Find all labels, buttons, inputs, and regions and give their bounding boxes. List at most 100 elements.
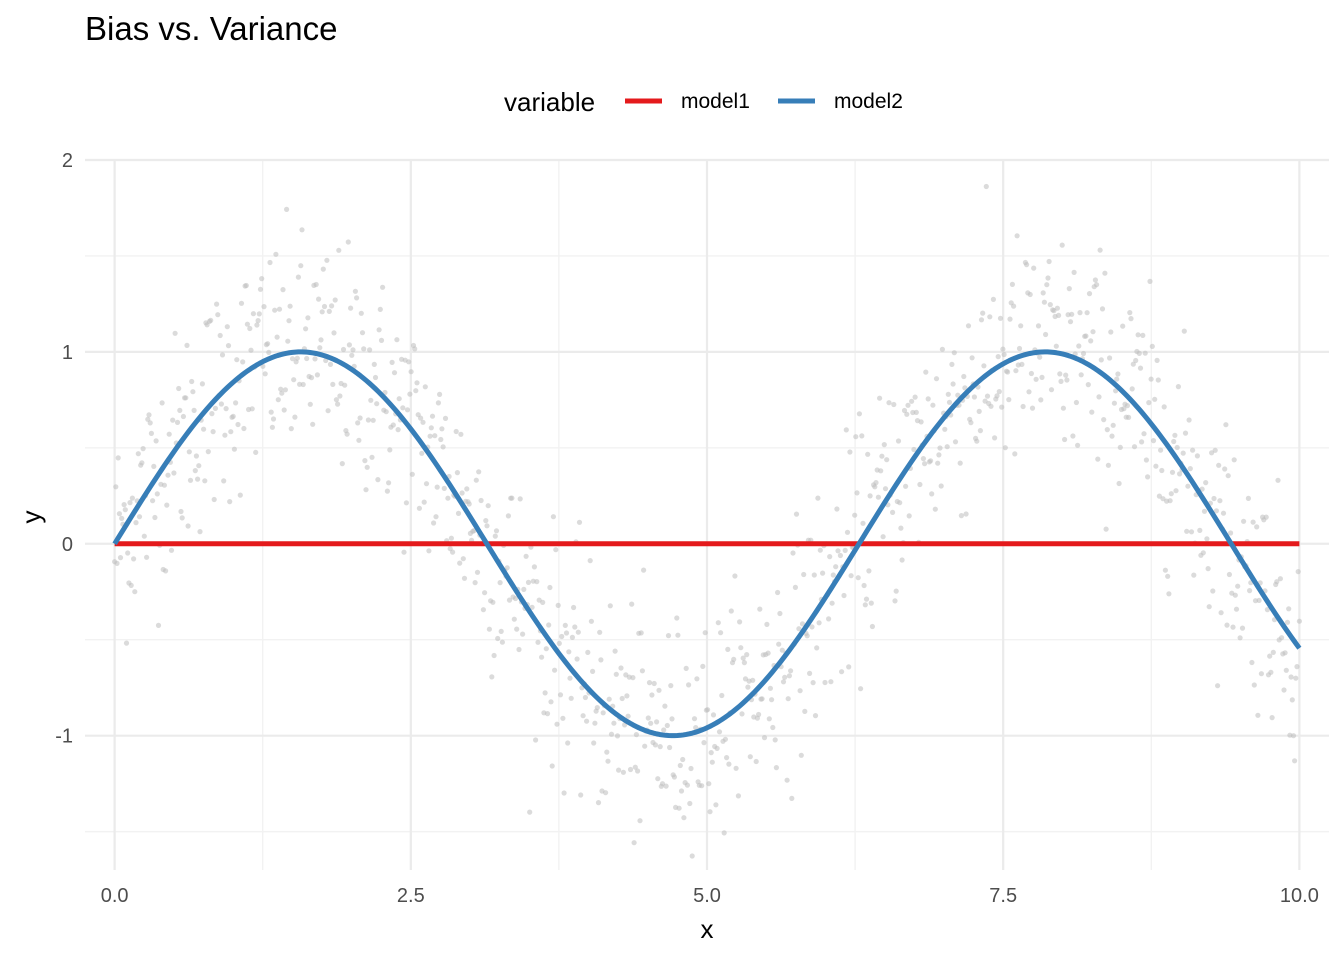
scatter-point <box>1083 333 1089 339</box>
scatter-point <box>429 413 436 419</box>
scatter-point <box>1054 305 1060 311</box>
scatter-point <box>1133 357 1139 364</box>
scatter-point <box>1201 508 1208 514</box>
scatter-point <box>1294 664 1300 670</box>
scatter-point <box>1277 576 1283 582</box>
scatter-point <box>321 303 328 310</box>
scatter-point <box>793 511 800 517</box>
scatter-point <box>1186 417 1192 423</box>
scatter-point <box>557 692 564 698</box>
scatter-point <box>976 408 982 414</box>
x-axis-title: x <box>701 914 714 944</box>
scatter-point <box>350 347 356 353</box>
scatter-point <box>1267 653 1273 659</box>
scatter-point <box>608 731 615 737</box>
scatter-point <box>995 354 1001 360</box>
scatter-point <box>1090 329 1096 335</box>
scatter-point <box>767 685 774 691</box>
scatter-point <box>1067 319 1074 325</box>
scatter-point <box>1073 399 1079 406</box>
scatter-point <box>732 573 738 579</box>
scatter-point <box>331 330 337 336</box>
scatter-point <box>543 646 549 652</box>
scatter-point <box>848 573 854 579</box>
scatter-point <box>1027 291 1033 298</box>
scatter-point <box>1135 332 1141 338</box>
scatter-point <box>925 396 931 402</box>
scatter-point <box>689 853 695 859</box>
scatter-point <box>486 626 492 632</box>
scatter-point <box>552 667 558 673</box>
scatter-point <box>911 446 917 453</box>
scatter-point <box>540 599 546 606</box>
scatter-point <box>335 401 341 407</box>
scatter-point <box>1088 338 1094 344</box>
scatter-point <box>646 680 653 686</box>
scatter-point <box>265 341 271 347</box>
scatter-point <box>1029 405 1036 411</box>
scatter-point <box>807 670 813 677</box>
scatter-point <box>359 330 366 336</box>
scatter-point <box>1048 387 1055 393</box>
scatter-point <box>358 310 364 316</box>
scatter-point <box>600 710 606 716</box>
scatter-point <box>1184 528 1190 534</box>
scatter-point <box>769 697 775 703</box>
scatter-point <box>1113 388 1119 394</box>
scatter-point <box>858 686 864 692</box>
scatter-point <box>683 665 689 672</box>
scatter-point <box>799 621 806 627</box>
scatter-point <box>291 377 297 383</box>
scatter-point <box>776 641 782 647</box>
scatter-point <box>652 742 659 748</box>
scatter-point <box>624 693 630 699</box>
scatter-point <box>1279 635 1285 641</box>
scatter-point <box>320 266 326 272</box>
scatter-point <box>365 417 371 423</box>
scatter-point <box>554 721 560 727</box>
scatter-point <box>407 391 413 397</box>
scatter-point <box>150 498 156 504</box>
scatter-point <box>635 768 641 774</box>
scatter-point <box>677 762 683 769</box>
scatter-point <box>750 677 756 683</box>
scatter-point <box>890 509 896 515</box>
scatter-point <box>318 337 324 343</box>
scatter-point <box>997 315 1004 321</box>
scatter-point <box>903 483 909 489</box>
scatter-point <box>680 756 686 763</box>
scatter-point <box>282 387 288 393</box>
scatter-point <box>884 457 890 463</box>
scatter-point <box>1165 573 1171 579</box>
scatter-point <box>841 592 847 599</box>
scatter-point <box>376 327 382 333</box>
scatter-point <box>377 306 383 312</box>
scatter-point <box>1212 447 1218 453</box>
scatter-point <box>378 337 385 343</box>
scatter-point <box>197 529 203 535</box>
scatter-point <box>759 696 765 702</box>
scatter-point <box>390 422 396 428</box>
scatter-point <box>578 792 584 798</box>
scatter-point <box>592 720 598 726</box>
scatter-point <box>649 692 655 698</box>
scatter-point <box>183 395 189 401</box>
scatter-point <box>939 346 946 352</box>
scatter-point <box>484 523 490 529</box>
y-tick-label: 2 <box>62 150 73 172</box>
scatter-point <box>968 420 974 426</box>
scatter-point <box>1078 372 1084 378</box>
scatter-point <box>1226 571 1232 578</box>
scatter-point <box>983 183 989 190</box>
scatter-point <box>1095 456 1101 462</box>
scatter-point <box>340 346 347 353</box>
scatter-point <box>114 560 120 567</box>
scatter-point <box>305 315 311 321</box>
scatter-point <box>1099 306 1106 312</box>
scatter-point <box>614 733 621 739</box>
scatter-point <box>327 361 334 367</box>
scatter-point <box>295 274 301 280</box>
scatter-point <box>886 400 892 406</box>
scatter-point <box>1075 442 1081 448</box>
scatter-point <box>996 389 1002 395</box>
